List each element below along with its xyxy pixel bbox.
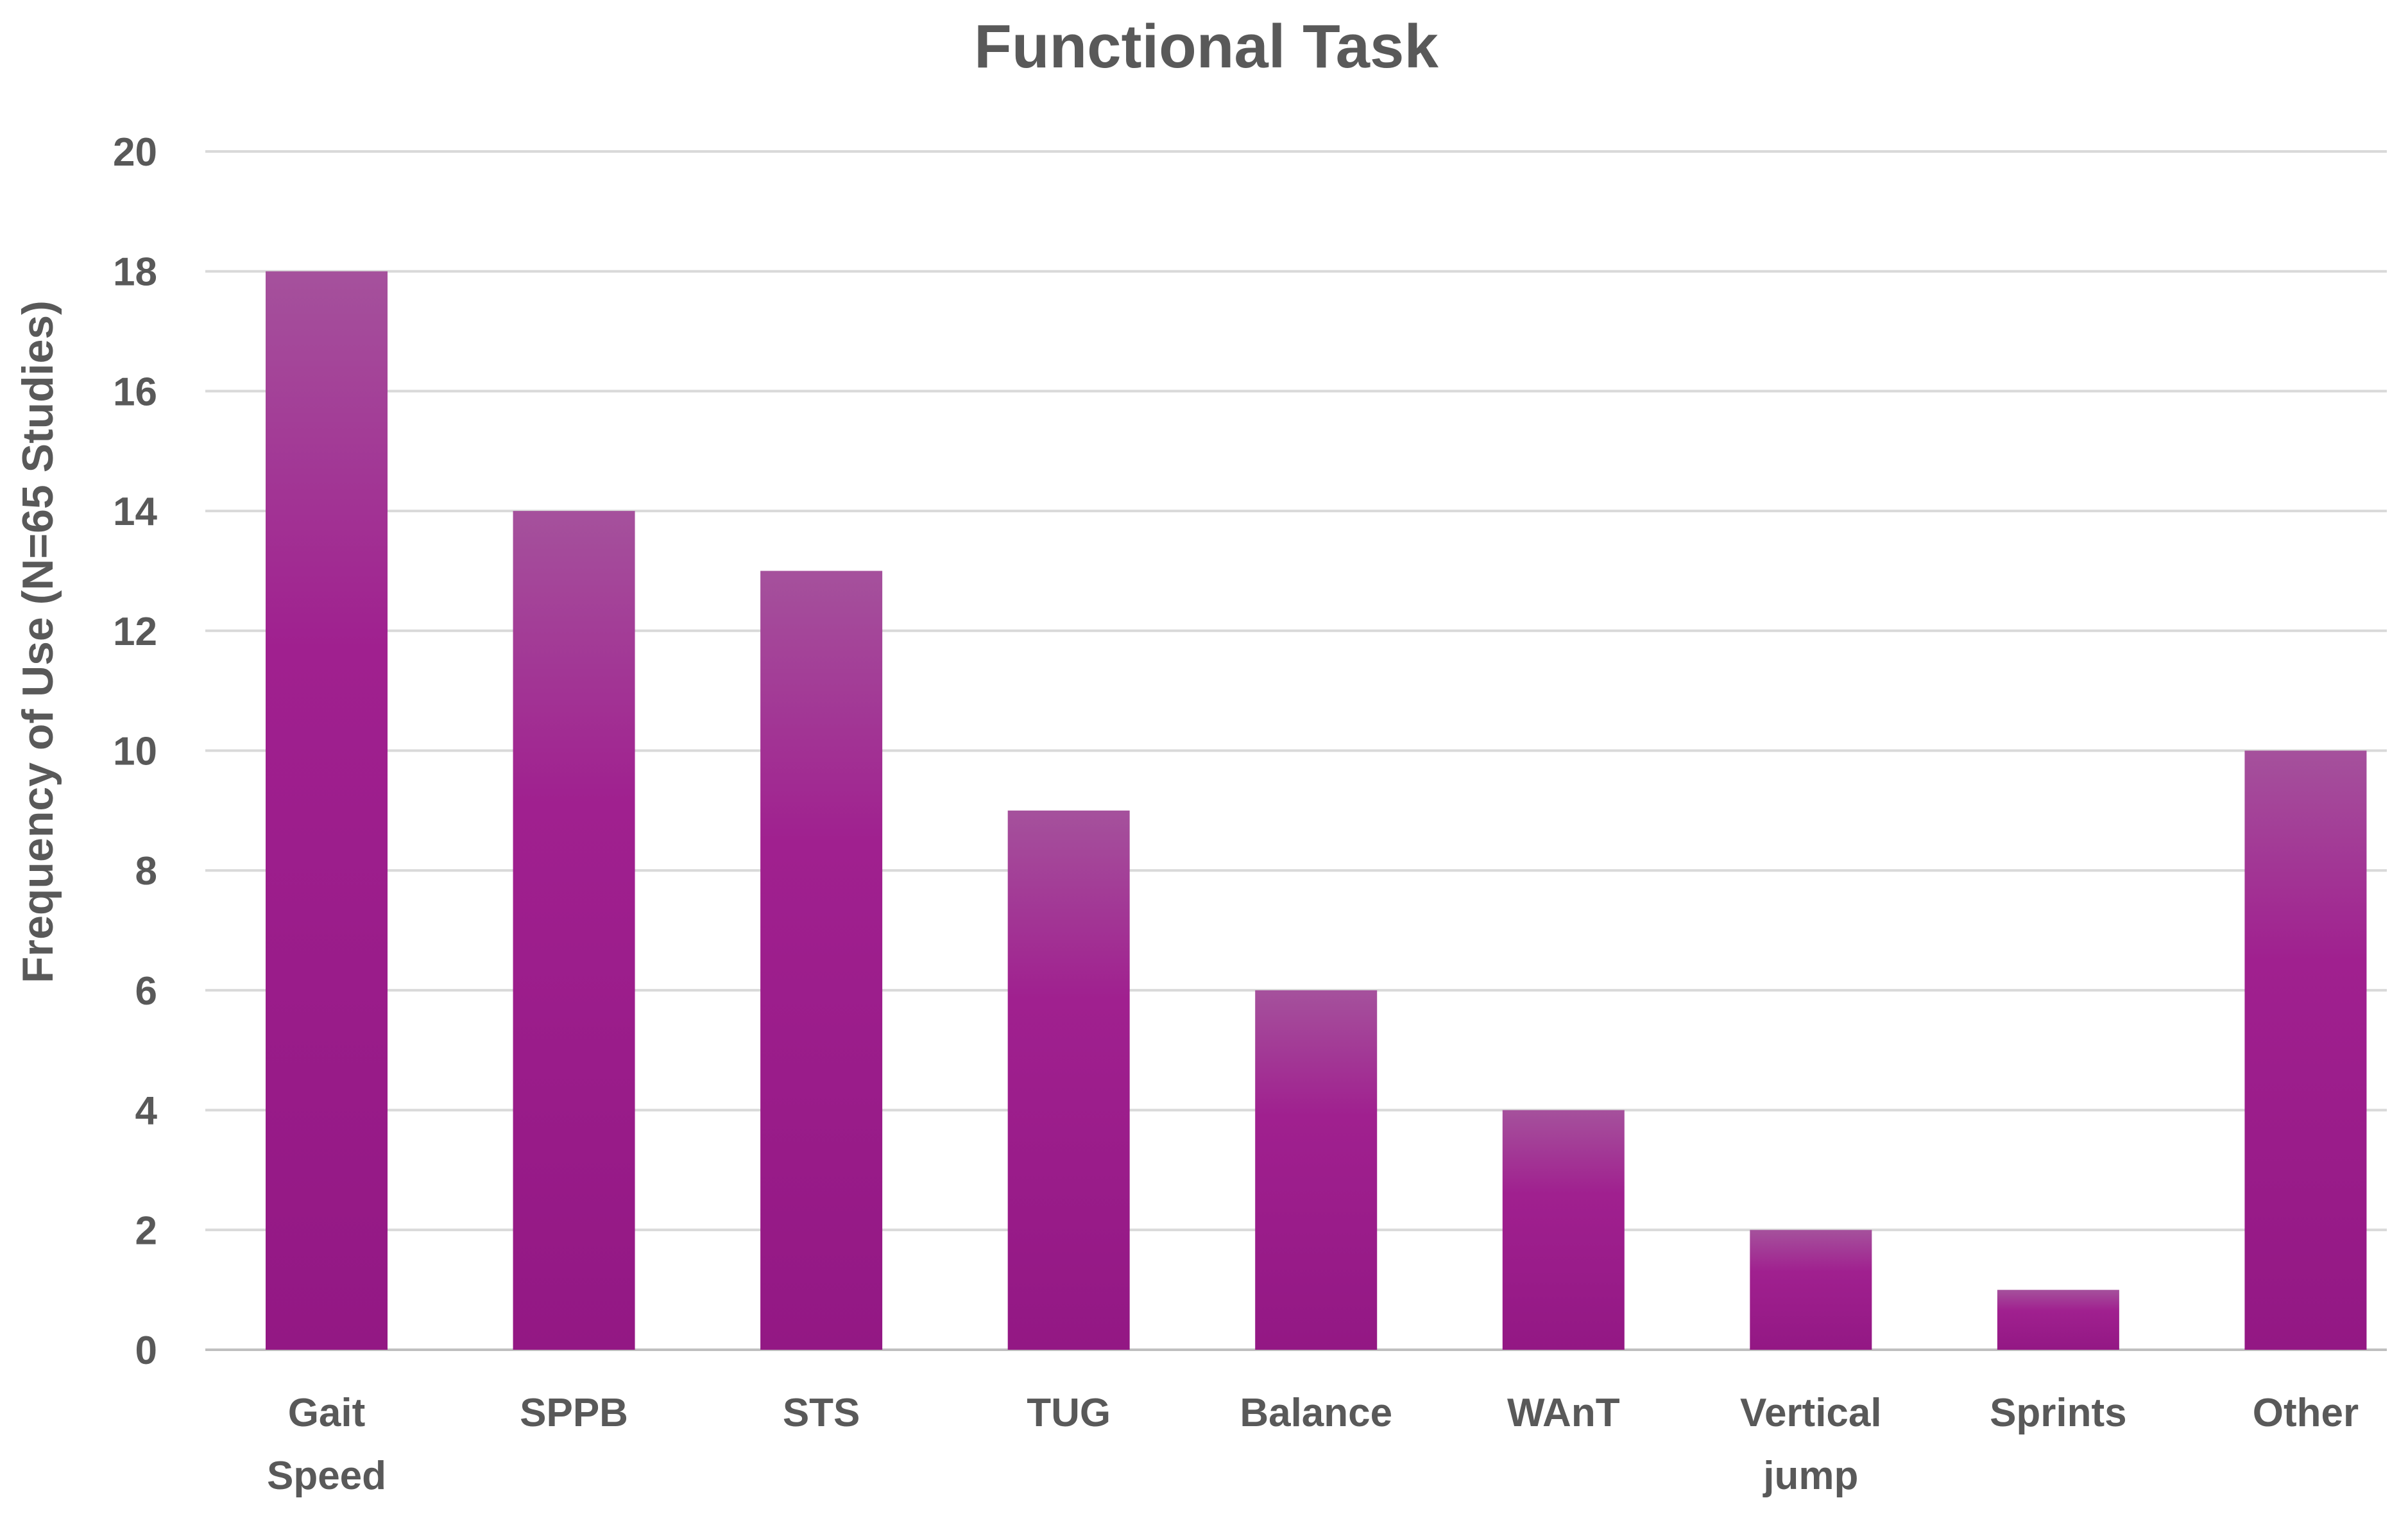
bar: [1255, 990, 1378, 1350]
y-tick-label: 16: [113, 370, 157, 414]
y-tick-label: 6: [135, 969, 157, 1013]
bar: [760, 571, 883, 1350]
x-tick-label: Vertical jump: [1740, 1391, 1882, 1498]
bar: [266, 271, 388, 1350]
bar: [1007, 810, 1130, 1350]
y-tick-label: 8: [135, 849, 157, 893]
bar: [1502, 1110, 1625, 1350]
x-tick-label: TUG: [1027, 1391, 1111, 1435]
x-tick-label: WAnT: [1507, 1391, 1620, 1435]
x-tick-label: Gait Speed: [267, 1391, 386, 1498]
x-tick-label: STS: [783, 1391, 860, 1435]
y-tick-label: 18: [113, 250, 157, 295]
bars: [266, 271, 2367, 1350]
y-axis-label: Frequency of Use (N=65 Studies): [13, 300, 62, 983]
y-tick-label: 10: [113, 730, 157, 774]
bar: [2244, 750, 2367, 1350]
chart-title: Functional Task: [974, 12, 1439, 81]
x-tick-label: Other: [2253, 1391, 2359, 1435]
y-tick-labels: 0 2 4 6 8 10 12 14 16 18 20: [113, 130, 157, 1373]
y-tick-label: 20: [113, 130, 157, 175]
y-tick-label: 0: [135, 1329, 157, 1373]
x-tick-labels: Gait Speed SPPB STS TUG Balance WAnT Vertical ju…: [267, 1391, 2359, 1498]
x-tick-label: Sprints: [1990, 1391, 2127, 1435]
x-tick-label: SPPB: [520, 1391, 628, 1435]
y-tick-label: 4: [135, 1089, 158, 1133]
bar: [1997, 1289, 2119, 1350]
bar: [513, 511, 635, 1350]
y-tick-label: 2: [135, 1209, 157, 1253]
y-tick-label: 14: [113, 490, 157, 534]
x-tick-label: Balance: [1240, 1391, 1392, 1435]
y-tick-label: 12: [113, 610, 157, 654]
bar: [1750, 1230, 1872, 1350]
